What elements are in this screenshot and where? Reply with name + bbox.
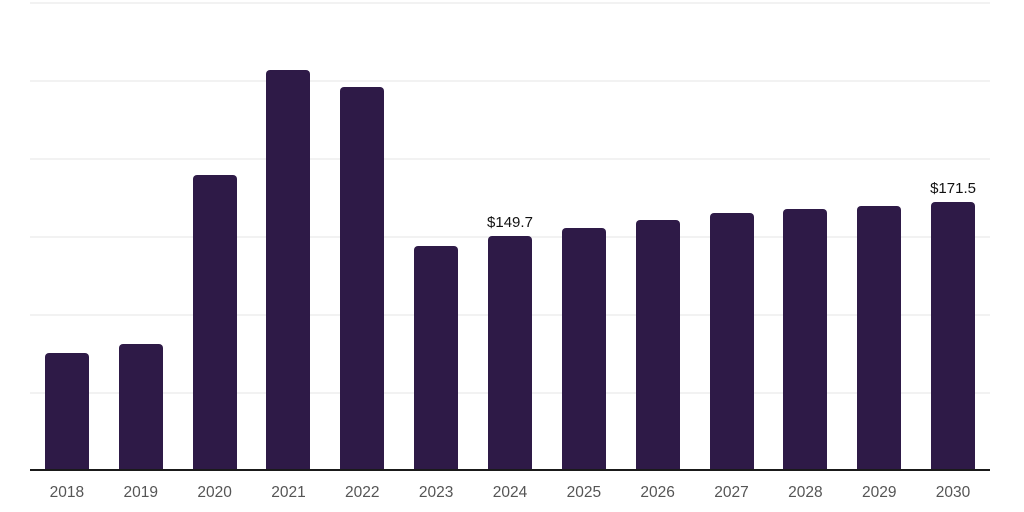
bar-2028[interactable] xyxy=(783,209,828,470)
x-tick-2023: 2023 xyxy=(418,484,454,501)
bar-2021[interactable] xyxy=(266,70,311,470)
bar-2030[interactable] xyxy=(931,202,976,470)
x-tick-2030: 2030 xyxy=(935,484,971,501)
bars: $149.7 $171.5 xyxy=(30,2,990,470)
x-axis-labels: 2018 2019 2020 2021 2022 2023 2024 2025 2026 2027… xyxy=(30,483,990,502)
x-tick-2020: 2020 xyxy=(197,484,232,501)
x-axis-line xyxy=(30,469,990,471)
x-tick-2029: 2029 xyxy=(861,484,897,501)
data-label-2024: $149.7 xyxy=(487,214,533,232)
x-tick-2024: 2024 xyxy=(492,484,528,501)
gridline-300 xyxy=(30,2,990,4)
bar-2027[interactable] xyxy=(709,213,754,470)
x-tick-2028: 2028 xyxy=(788,484,823,501)
bar-slot-2026 xyxy=(621,2,695,470)
bar-slot-2019 xyxy=(104,2,178,470)
bar-slot-2028 xyxy=(768,2,842,470)
x-tick-2025: 2025 xyxy=(566,484,602,501)
x-tick-2026: 2026 xyxy=(640,484,675,501)
bar-slot-2020 xyxy=(178,2,252,470)
bar-slot-2023 xyxy=(399,2,473,470)
bar-slot-2030: $171.5 xyxy=(916,2,990,470)
bar-2026[interactable] xyxy=(635,220,680,470)
bar-slot-2021 xyxy=(252,2,326,470)
bar-slot-2022 xyxy=(325,2,399,470)
bar-2019[interactable] xyxy=(118,343,163,470)
gridline-250 xyxy=(30,80,990,82)
x-tick-2019: 2019 xyxy=(123,484,158,501)
x-tick-2021: 2021 xyxy=(271,484,306,501)
bar-2023[interactable] xyxy=(414,246,459,470)
gridline-200 xyxy=(30,158,990,160)
bar-2024[interactable] xyxy=(487,236,532,470)
plot-area: $149.7 $171.5 xyxy=(30,2,990,471)
bar-slot-2027 xyxy=(695,2,769,470)
bar-slot-2018 xyxy=(30,2,104,470)
bar-slot-2024: $149.7 xyxy=(473,2,547,470)
x-tick-2022: 2022 xyxy=(345,484,380,501)
bar-slot-2029 xyxy=(842,2,916,470)
bar-2018[interactable] xyxy=(44,353,89,470)
bar-2025[interactable] xyxy=(561,228,606,470)
bar-2029[interactable] xyxy=(857,205,902,470)
bar-slot-2025 xyxy=(547,2,621,470)
data-label-2030: $171.5 xyxy=(930,180,976,198)
bar-2020[interactable] xyxy=(192,174,237,470)
x-tick-2027: 2027 xyxy=(714,484,749,501)
x-tick-2018: 2018 xyxy=(49,484,85,501)
bar-2022[interactable] xyxy=(340,87,385,470)
